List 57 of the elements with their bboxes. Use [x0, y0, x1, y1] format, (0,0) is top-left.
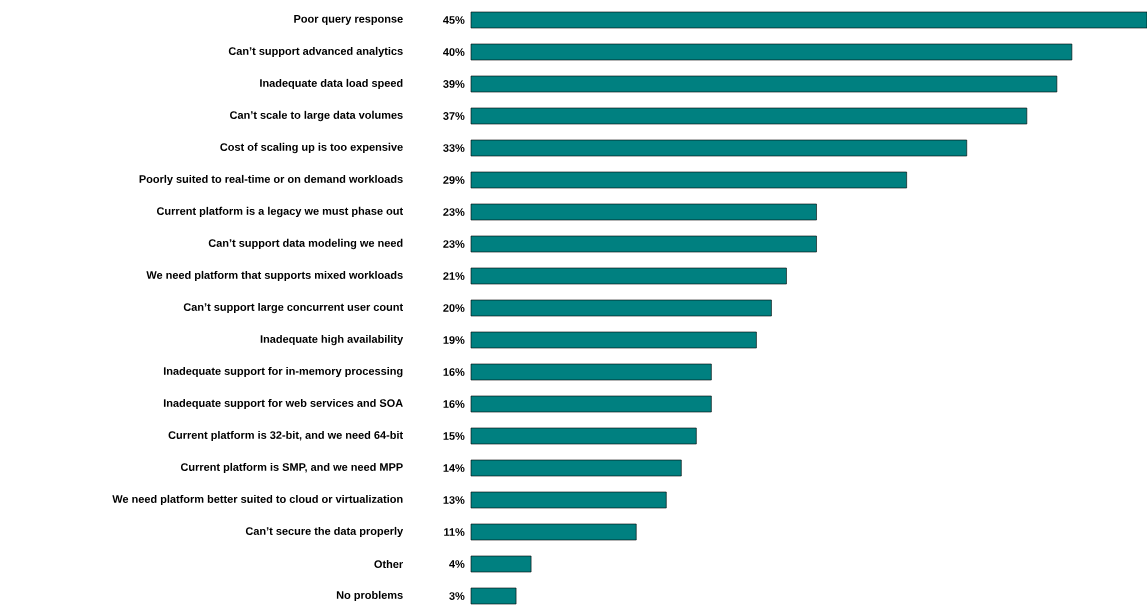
data-label: 20% — [443, 304, 465, 312]
bar — [470, 555, 532, 573]
y-tick-label: Can’t scale to large data volumes — [230, 110, 403, 122]
bar — [470, 331, 757, 349]
data-label: 21% — [443, 272, 465, 280]
bar — [470, 587, 517, 605]
data-label: 15% — [443, 432, 465, 440]
y-tick-label: Current platform is SMP, and we need MPP — [180, 462, 403, 474]
y-tick-label: Poor query response — [294, 15, 403, 25]
y-tick-label: We need platform better suited to cloud or virtualization — [112, 494, 403, 506]
bar — [470, 299, 772, 317]
y-tick-label: Inadequate support for web services and SOA — [163, 398, 403, 410]
data-label: 11% — [444, 528, 465, 536]
y-tick-label: Poorly suited to real-time or on demand workloads — [139, 174, 403, 186]
bar — [470, 523, 637, 541]
y-tick-label: Current platform is 32-bit, and we need 64-bit — [168, 430, 403, 442]
y-tick-label: Can’t support large concurrent user count — [183, 302, 404, 314]
data-label: 23% — [443, 240, 465, 248]
y-tick-label: Cost of scaling up is too expensive — [220, 142, 403, 154]
y-tick-label: Other — [374, 559, 403, 569]
data-label: 4% — [449, 560, 465, 568]
data-label: 16% — [443, 368, 465, 376]
data-label: 23% — [443, 208, 465, 216]
bar — [470, 395, 712, 413]
bar — [470, 43, 1073, 61]
y-tick-label: Inadequate support for in-memory processing — [163, 366, 403, 378]
y-tick-label: Inadequate high availability — [260, 334, 404, 346]
bar — [470, 363, 712, 381]
bar — [470, 75, 1058, 93]
y-tick-label: Inadequate data load speed — [260, 78, 403, 90]
bar — [470, 267, 787, 285]
bar — [470, 139, 968, 157]
data-label: 16% — [443, 400, 465, 408]
bar — [470, 235, 817, 253]
y-tick-label: Can’t secure the data properly — [245, 526, 404, 538]
data-label: 19% — [443, 336, 465, 344]
bar — [470, 203, 817, 221]
data-label: 37% — [443, 112, 465, 120]
bar — [470, 11, 1147, 29]
data-label: 33% — [443, 144, 465, 152]
y-tick-label: We need platform that supports mixed workloads — [146, 270, 403, 282]
data-label: 13% — [443, 496, 465, 504]
y-tick-label: Can’t support data modeling we need — [208, 238, 403, 250]
bar — [470, 427, 697, 445]
y-tick-label: No problems — [336, 590, 403, 602]
data-label: 45% — [443, 16, 465, 24]
bar — [470, 459, 682, 477]
data-label: 3% — [449, 592, 465, 600]
data-label: 14% — [443, 464, 465, 472]
data-label: 40% — [443, 48, 465, 56]
bar — [470, 491, 667, 509]
data-label: 29% — [443, 176, 465, 184]
data-label: 39% — [443, 80, 465, 88]
y-tick-label: Current platform is a legacy we must phase out — [156, 206, 403, 218]
y-tick-label: Can’t support advanced analytics — [228, 46, 403, 58]
bar — [470, 171, 907, 189]
bar — [470, 107, 1028, 125]
